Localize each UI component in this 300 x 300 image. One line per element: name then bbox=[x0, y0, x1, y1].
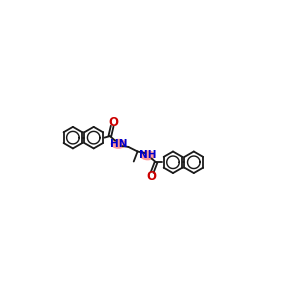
Ellipse shape bbox=[140, 150, 155, 161]
Text: O: O bbox=[146, 169, 156, 183]
Ellipse shape bbox=[111, 139, 126, 149]
Text: O: O bbox=[108, 116, 118, 129]
Text: NH: NH bbox=[139, 150, 156, 160]
Text: HN: HN bbox=[110, 139, 127, 149]
